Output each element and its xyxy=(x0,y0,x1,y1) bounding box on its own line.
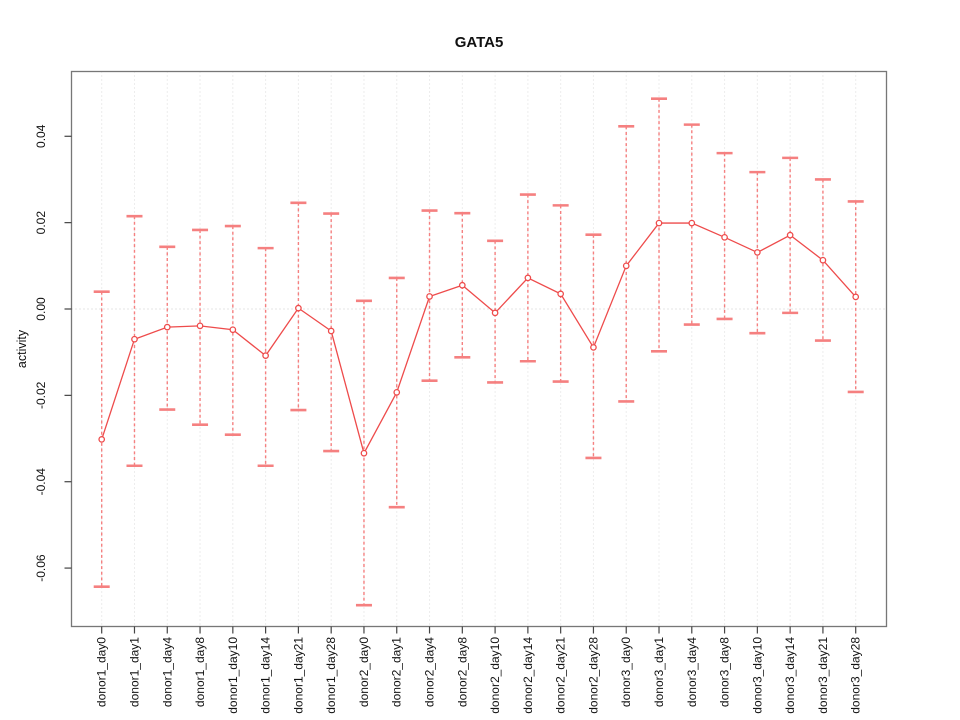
error-bar xyxy=(454,211,471,359)
data-point-marker xyxy=(491,309,499,317)
data-point-marker xyxy=(393,388,401,396)
data-point-marker xyxy=(458,281,466,289)
x-tick-label: donor2_day21 xyxy=(554,637,568,714)
x-tick-label: donor1_day14 xyxy=(259,637,273,714)
data-point-marker xyxy=(131,335,138,343)
data-point-marker xyxy=(819,256,827,264)
x-tick-label: donor3_day21 xyxy=(816,637,830,714)
data-point-marker xyxy=(295,304,302,312)
error-bar xyxy=(224,224,241,436)
error-bar xyxy=(716,151,733,321)
x-tick-label: donor1_day8 xyxy=(193,637,207,707)
data-point-marker xyxy=(524,274,532,282)
x-tick-label: donor1_day1 xyxy=(127,637,141,707)
x-tick-label: donor1_day0 xyxy=(95,637,109,707)
x-tick-label: donor1_day28 xyxy=(324,637,338,714)
error-bar xyxy=(519,193,536,363)
data-point-marker xyxy=(229,326,237,334)
x-tick-label: donor2_day8 xyxy=(455,637,469,707)
data-point-marker xyxy=(262,352,269,359)
series-line xyxy=(101,222,857,455)
data-point-marker xyxy=(622,262,630,270)
data-point-marker xyxy=(688,219,696,227)
error-bar xyxy=(585,233,602,460)
data-point-marker xyxy=(196,322,204,330)
x-tick-label: donor2_day28 xyxy=(586,637,600,714)
y-tick-label: -0.04 xyxy=(34,468,48,496)
data-point-marker xyxy=(98,436,106,443)
x-tick-label: donor2_day4 xyxy=(423,637,437,707)
data-point-marker xyxy=(327,327,335,335)
data-point-marker xyxy=(590,344,597,351)
error-bar xyxy=(651,97,668,353)
data-point-marker xyxy=(163,323,171,331)
error-bar xyxy=(487,239,504,384)
x-tick-label: donor1_day4 xyxy=(160,637,174,707)
error-bar xyxy=(552,204,569,383)
y-tick-label: 0.00 xyxy=(34,297,48,321)
x-tick-label: donor3_day4 xyxy=(685,637,699,707)
y-tick-label: 0.04 xyxy=(34,124,48,148)
data-point-marker xyxy=(786,231,794,239)
x-tick-label: donor2_day14 xyxy=(521,637,535,714)
y-axis-label: activity xyxy=(15,329,29,368)
plot-border xyxy=(70,70,888,628)
data-point-marker xyxy=(557,290,565,298)
y-tick-label: -0.06 xyxy=(34,554,48,582)
chart-title: GATA5 xyxy=(455,34,504,51)
x-tick-label: donor3_day8 xyxy=(718,637,732,707)
x-tick-label: donor3_day14 xyxy=(783,637,797,714)
x-tick-label: donor3_day10 xyxy=(750,637,764,714)
data-point-marker xyxy=(360,449,368,457)
x-tick-label: donor1_day21 xyxy=(291,637,305,714)
x-tick-label: donor1_day10 xyxy=(226,637,240,714)
data-point-marker xyxy=(852,293,860,301)
error-bar xyxy=(782,156,799,315)
data-point-marker xyxy=(655,219,663,227)
y-tick-label: -0.02 xyxy=(34,381,48,409)
x-tick-label: donor2_day10 xyxy=(488,637,502,714)
data-point-marker xyxy=(754,249,761,256)
x-tick-label: donor3_day28 xyxy=(849,637,863,714)
x-tick-label: donor3_day1 xyxy=(652,637,666,707)
error-bar xyxy=(618,125,635,403)
data-point-marker xyxy=(721,233,728,241)
x-tick-label: donor2_day0 xyxy=(357,637,371,707)
x-tick-label: donor3_day0 xyxy=(619,637,633,707)
y-tick-label: 0.02 xyxy=(34,211,48,235)
x-tick-label: donor2_day1 xyxy=(390,637,404,707)
data-point-marker xyxy=(426,293,433,300)
error-bar xyxy=(683,123,700,326)
